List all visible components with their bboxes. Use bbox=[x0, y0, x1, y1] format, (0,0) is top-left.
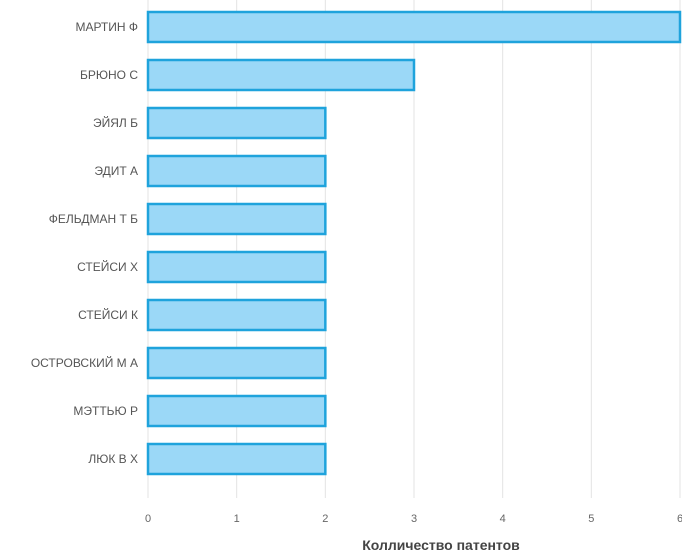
x-tick-label-5: 5 bbox=[588, 513, 594, 525]
category-label-9: ЛЮК В Х bbox=[88, 452, 138, 466]
bar-6[interactable] bbox=[146, 298, 327, 332]
bar-7[interactable] bbox=[146, 346, 327, 380]
category-label-1: БРЮНО С bbox=[80, 68, 138, 82]
category-label-7: ОСТРОВСКИЙ М А bbox=[31, 355, 138, 370]
category-labels: МАРТИН Ф БРЮНО С ЭЙЯЛ Б ЭДИТ А ФЕЛЬДМАН Т Б С… bbox=[31, 20, 139, 466]
category-label-8: МЭТТЬЮ Р bbox=[73, 404, 138, 418]
bar-9[interactable] bbox=[146, 442, 327, 476]
bar-3[interactable] bbox=[146, 154, 327, 188]
x-tick-label-1: 1 bbox=[234, 513, 240, 525]
category-label-3: ЭДИТ А bbox=[94, 164, 138, 178]
category-label-2: ЭЙЯЛ Б bbox=[93, 115, 138, 130]
x-tick-label-6: 6 bbox=[677, 513, 682, 525]
bar-2[interactable] bbox=[146, 106, 327, 140]
bar-8[interactable] bbox=[146, 394, 327, 428]
category-label-6: СТЕЙСИ К bbox=[78, 307, 138, 322]
bars bbox=[146, 10, 682, 476]
bar-1[interactable] bbox=[146, 58, 416, 92]
category-label-4: ФЕЛЬДМАН Т Б bbox=[49, 212, 138, 226]
x-tick-label-0: 0 bbox=[145, 513, 151, 525]
bar-4[interactable] bbox=[146, 202, 327, 236]
bar-5[interactable] bbox=[146, 250, 327, 284]
x-axis-title: Колличество патентов bbox=[362, 537, 520, 553]
bar-0[interactable] bbox=[146, 10, 682, 44]
x-tick-label-3: 3 bbox=[411, 513, 417, 525]
x-tick-labels: 0 1 2 3 4 5 6 bbox=[145, 513, 682, 525]
category-label-5: СТЕЙСИ Х bbox=[77, 259, 138, 274]
x-tick-label-4: 4 bbox=[500, 513, 506, 525]
x-tick-label-2: 2 bbox=[322, 513, 328, 525]
category-label-0: МАРТИН Ф bbox=[75, 20, 138, 34]
